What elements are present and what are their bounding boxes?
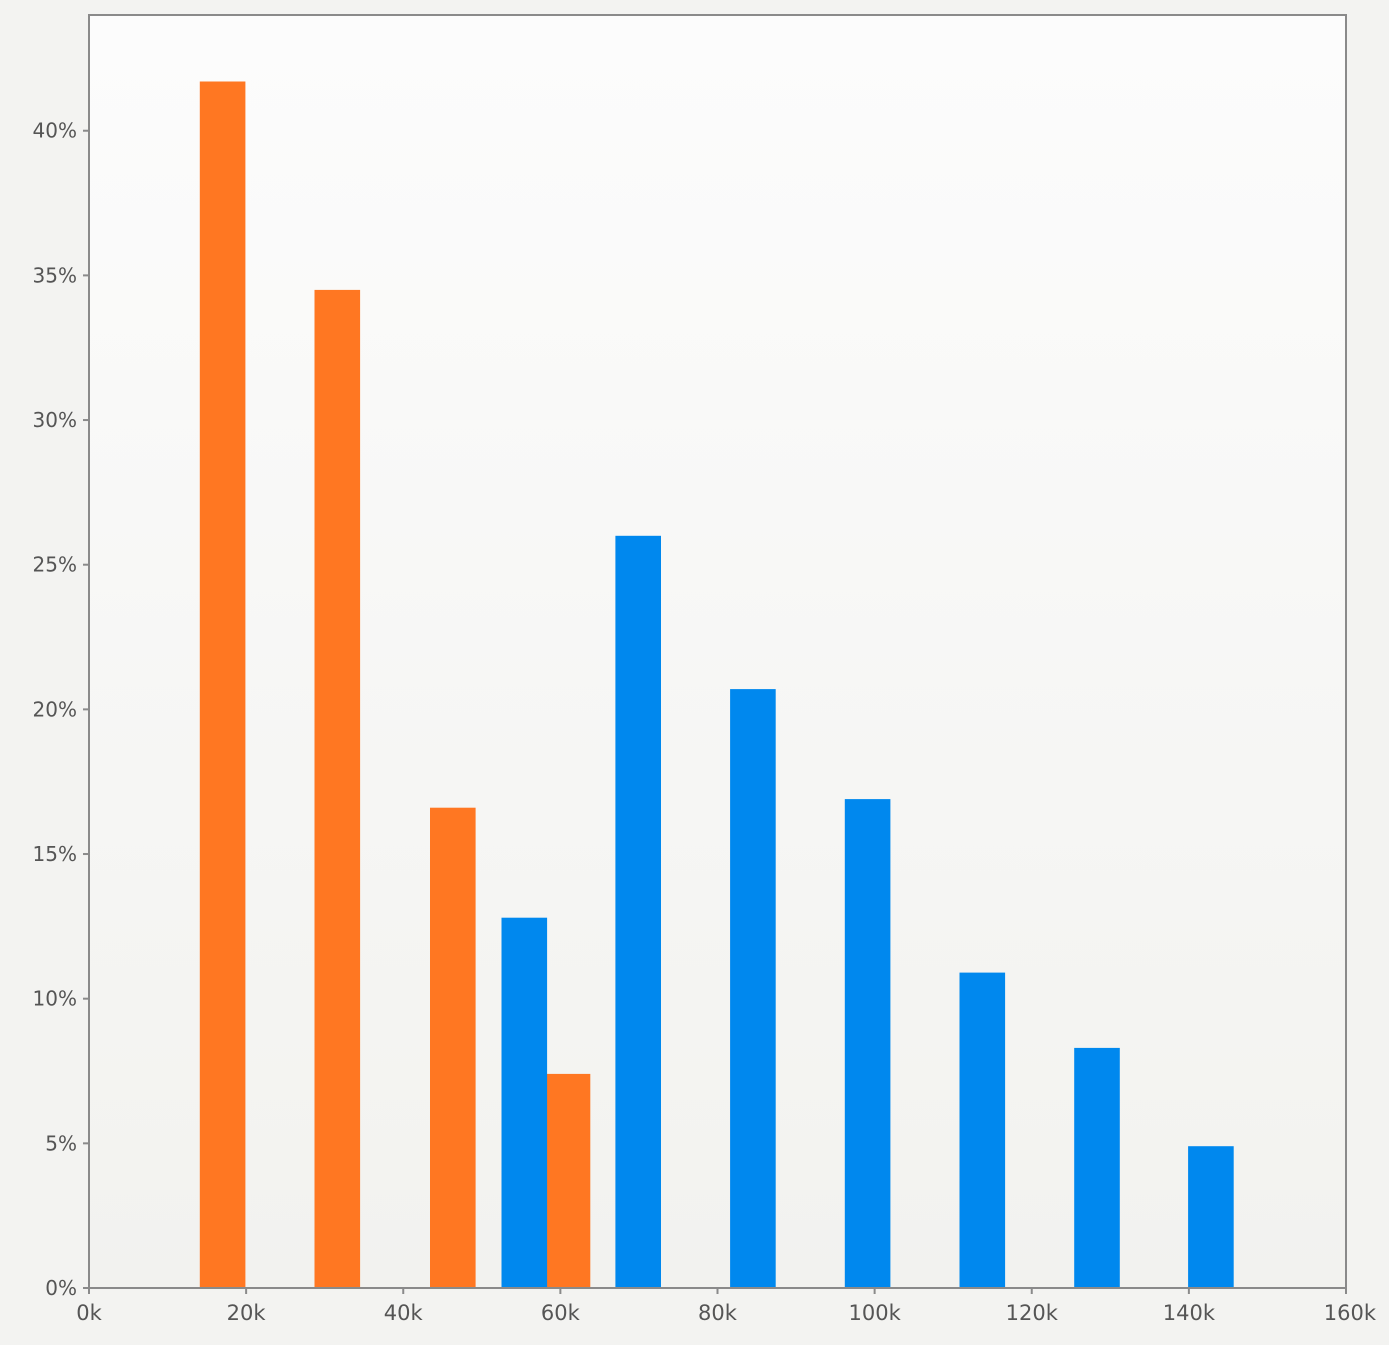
x-tick-label: 160k bbox=[1324, 1301, 1377, 1325]
x-tick-label: 20k bbox=[227, 1301, 267, 1325]
y-tick-label: 20% bbox=[33, 697, 77, 721]
bar-series-2-5 bbox=[959, 972, 1006, 1288]
bar-series-2-2 bbox=[615, 535, 661, 1288]
y-tick-label: 35% bbox=[33, 263, 77, 287]
bar-series-1-3 bbox=[430, 807, 476, 1288]
bar-series-2-6 bbox=[1074, 1047, 1120, 1288]
x-tick-label: 120k bbox=[1006, 1301, 1059, 1325]
bar-series-2-7 bbox=[1188, 1146, 1234, 1288]
y-tick-label: 10% bbox=[33, 987, 77, 1011]
plot-frame bbox=[88, 14, 1347, 1289]
plot-background bbox=[89, 15, 1346, 1288]
y-tick-label: 0% bbox=[45, 1276, 77, 1300]
x-axis: 0k 20k 40k 60k 80k 100k 120k 140k 160k bbox=[76, 1288, 1377, 1325]
bar-series-1-1 bbox=[199, 81, 246, 1288]
bar-series-1-4 bbox=[544, 1073, 591, 1288]
y-tick-label: 5% bbox=[45, 1131, 77, 1155]
bar-series-1-2 bbox=[314, 289, 361, 1288]
bar-series-2-4 bbox=[844, 799, 891, 1288]
x-tick-label: 100k bbox=[849, 1301, 902, 1325]
y-tick-label: 30% bbox=[33, 408, 77, 432]
x-tick-label: 140k bbox=[1163, 1301, 1216, 1325]
bar-series-2-1 bbox=[501, 917, 548, 1288]
y-tick-label: 15% bbox=[33, 842, 77, 866]
y-tick-label: 25% bbox=[33, 553, 77, 577]
y-tick-label: 40% bbox=[33, 119, 77, 143]
bars bbox=[199, 81, 1234, 1288]
bar-series-2-3 bbox=[730, 689, 776, 1288]
x-tick-label: 0k bbox=[76, 1301, 102, 1325]
x-tick-label: 80k bbox=[698, 1301, 738, 1325]
x-tick-label: 40k bbox=[384, 1301, 424, 1325]
x-tick-label: 60k bbox=[541, 1301, 581, 1325]
y-axis: 0% 5% 10% 15% 20% 25% 30% 35% 40% bbox=[33, 119, 89, 1300]
